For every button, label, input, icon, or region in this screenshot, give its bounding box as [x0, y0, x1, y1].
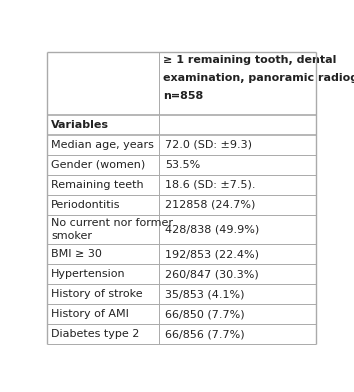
- Text: 192/853 (22.4%): 192/853 (22.4%): [165, 249, 259, 259]
- Text: Diabetes type 2: Diabetes type 2: [51, 329, 139, 339]
- Text: 260/847 (30.3%): 260/847 (30.3%): [165, 269, 258, 279]
- Text: Hypertension: Hypertension: [51, 269, 126, 279]
- Text: 212858 (24.7%): 212858 (24.7%): [165, 200, 255, 210]
- Text: ≥ 1 remaining tooth, dental: ≥ 1 remaining tooth, dental: [163, 55, 336, 65]
- Text: Variables: Variables: [51, 120, 109, 130]
- Text: History of AMI: History of AMI: [51, 309, 129, 319]
- Text: 428/838 (49.9%): 428/838 (49.9%): [165, 225, 259, 234]
- Text: 72.0 (SD: ±9.3): 72.0 (SD: ±9.3): [165, 140, 252, 150]
- Text: Gender (women): Gender (women): [51, 160, 145, 170]
- Text: No current nor former
smoker: No current nor former smoker: [51, 218, 173, 241]
- Text: Median age, years: Median age, years: [51, 140, 154, 150]
- Text: 66/856 (7.7%): 66/856 (7.7%): [165, 329, 244, 339]
- Text: examination, panoramic radiograph: examination, panoramic radiograph: [163, 73, 354, 83]
- Text: History of stroke: History of stroke: [51, 289, 143, 299]
- Text: BMI ≥ 30: BMI ≥ 30: [51, 249, 102, 259]
- Text: 35/853 (4.1%): 35/853 (4.1%): [165, 289, 244, 299]
- Text: 18.6 (SD: ±7.5).: 18.6 (SD: ±7.5).: [165, 180, 255, 190]
- Text: Periodontitis: Periodontitis: [51, 200, 121, 210]
- Text: n=858: n=858: [163, 91, 203, 101]
- Text: Remaining teeth: Remaining teeth: [51, 180, 144, 190]
- Text: 66/850 (7.7%): 66/850 (7.7%): [165, 309, 244, 319]
- Text: 53.5%: 53.5%: [165, 160, 200, 170]
